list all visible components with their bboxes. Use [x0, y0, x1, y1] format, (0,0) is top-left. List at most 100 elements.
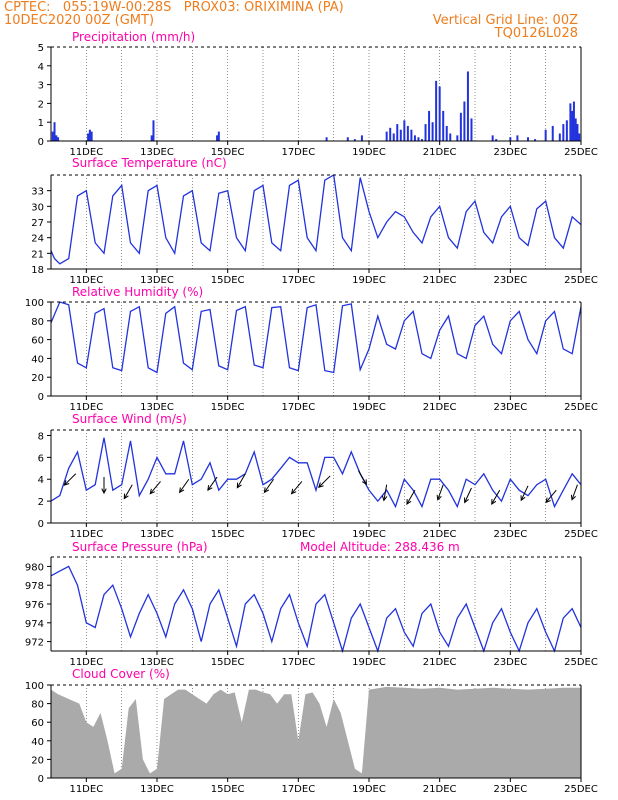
y-tick-label: 0: [38, 137, 44, 148]
y-tick-label: 18: [31, 265, 44, 276]
x-tick-label: 23DEC: [493, 657, 527, 668]
x-tick-label: 11DEC: [69, 147, 103, 158]
x-tick-label: 17DEC: [281, 657, 315, 668]
x-tick-label: 17DEC: [281, 275, 315, 286]
precip-bar: [438, 86, 441, 141]
x-tick-label: 13DEC: [140, 402, 174, 413]
precip-bar: [325, 137, 328, 141]
header-grid-note: Vertical Grid Line: 00Z: [432, 13, 578, 28]
precip-bar: [385, 131, 388, 141]
panel-1: 18 21 24 27 30 33 11DEC 13DEC 15DEC 17DEC 19DEC 21D…: [31, 173, 598, 286]
wind-arrow: [207, 476, 218, 491]
pressure-title: Surface Pressure (hPa): [72, 540, 208, 554]
wind-arrow: [318, 475, 331, 488]
y-tick-label: 974: [25, 619, 44, 630]
humidity-title: Relative Humidity (%): [72, 285, 203, 299]
x-tick-label: 11DEC: [69, 657, 103, 668]
x-tick-label: 21DEC: [423, 784, 457, 795]
wind-arrow: [236, 473, 246, 488]
y-tick-label: 4: [38, 62, 44, 73]
precip-bar: [574, 118, 577, 141]
y-tick-label: 20: [31, 755, 44, 766]
y-tick-label: 6: [38, 453, 44, 464]
wind-arrow-head: [406, 499, 412, 505]
precip-bar: [406, 125, 409, 141]
y-tick-label: 20: [31, 373, 44, 384]
y-tick-label: 0: [38, 392, 44, 403]
y-tick-label: 33: [31, 187, 44, 198]
x-tick-label: 13DEC: [140, 657, 174, 668]
series-line: [50, 565, 582, 654]
y-tick-label: 2: [38, 99, 44, 110]
wind-arrow: [491, 489, 501, 505]
header-model-id: TQ0126L028: [494, 26, 578, 41]
precip-bar: [578, 133, 581, 141]
precip-bar: [544, 129, 547, 141]
precip-bar: [87, 133, 90, 141]
precip-bar: [392, 133, 395, 141]
x-tick-label: 19DEC: [352, 275, 386, 286]
panel-3: 0 2 4 6 8 11DEC 13DEC 15DEC 17DEC 19DEC 21DEC 23DEC…: [38, 429, 598, 540]
wind-arrow-head: [436, 494, 442, 501]
precip-bar: [360, 135, 363, 141]
wind-arrow-head: [178, 487, 185, 494]
panel-0: 0 1 2 3 4 5 11DEC 13DEC 15DEC 17DEC 19DEC 21DEC 23DE…: [38, 43, 598, 158]
x-tick-label: 15DEC: [211, 529, 245, 540]
precip-bar: [428, 110, 431, 141]
precip-bar: [431, 122, 434, 141]
precip-bar: [562, 124, 565, 141]
y-tick-label: 8: [38, 431, 44, 442]
y-tick-label: 100: [25, 681, 44, 692]
cloud-title: Cloud Cover (%): [72, 667, 170, 681]
wind-arrow: [64, 473, 77, 486]
precip-bar: [558, 133, 561, 141]
wind-arrow: [520, 485, 529, 501]
precip-bar: [150, 135, 153, 141]
wind-arrow-head: [464, 497, 469, 504]
x-tick-label: 23DEC: [493, 784, 527, 795]
wind-arrow: [179, 478, 190, 493]
precip-bar: [572, 101, 575, 141]
panel-5: 0 20 40 60 80 100 11DEC 13DEC 15DEC 17DEC 19DEC 21D…: [25, 681, 598, 795]
wind-arrow-head: [236, 482, 242, 489]
precip-bar: [576, 124, 579, 141]
wind-arrow: [571, 484, 578, 500]
plot-layer: 0 1 2 3 4 5 11DEC 13DEC 15DEC 17DEC 19DEC 21DEC 23DE…: [25, 43, 598, 795]
y-tick-label: 21: [31, 249, 44, 260]
x-tick-label: 25DEC: [564, 402, 598, 413]
x-tick-label: 25DEC: [564, 529, 598, 540]
x-tick-label: 11DEC: [69, 784, 103, 795]
precip-bar: [389, 127, 392, 141]
wind-arrow: [291, 481, 303, 495]
wind-arrow-head: [149, 488, 156, 495]
precip-bar: [470, 118, 473, 141]
model-altitude-annotation: Model Altitude: 288.436 m: [300, 540, 460, 554]
precip-bar: [57, 137, 60, 141]
x-tick-label: 25DEC: [564, 784, 598, 795]
precip-bar: [51, 131, 54, 141]
y-tick-label: 27: [31, 218, 44, 229]
precip-bar: [527, 137, 529, 141]
x-tick-label: 21DEC: [423, 147, 457, 158]
precip-bar: [403, 120, 406, 141]
precip-bar: [216, 135, 219, 141]
x-tick-label: 13DEC: [140, 784, 174, 795]
precip-bar: [413, 135, 416, 141]
y-tick-label: 60: [31, 718, 44, 729]
x-tick-label: 23DEC: [493, 147, 527, 158]
x-tick-label: 17DEC: [281, 147, 315, 158]
wind-arrow: [149, 481, 161, 495]
y-tick-label: 30: [31, 202, 44, 213]
wind-arrow-head: [520, 495, 526, 502]
wind-arrow: [357, 470, 367, 485]
precip-bar: [466, 71, 469, 141]
wind-arrow: [406, 489, 416, 505]
series-line: [50, 173, 582, 265]
precip-bar: [88, 129, 91, 141]
y-tick-label: 978: [25, 581, 44, 592]
y-tick-label: 972: [25, 638, 44, 649]
precip-bar: [565, 120, 568, 141]
precip-bar: [90, 131, 93, 141]
precip-bar: [442, 110, 445, 141]
wind-arrow-head: [545, 497, 551, 504]
